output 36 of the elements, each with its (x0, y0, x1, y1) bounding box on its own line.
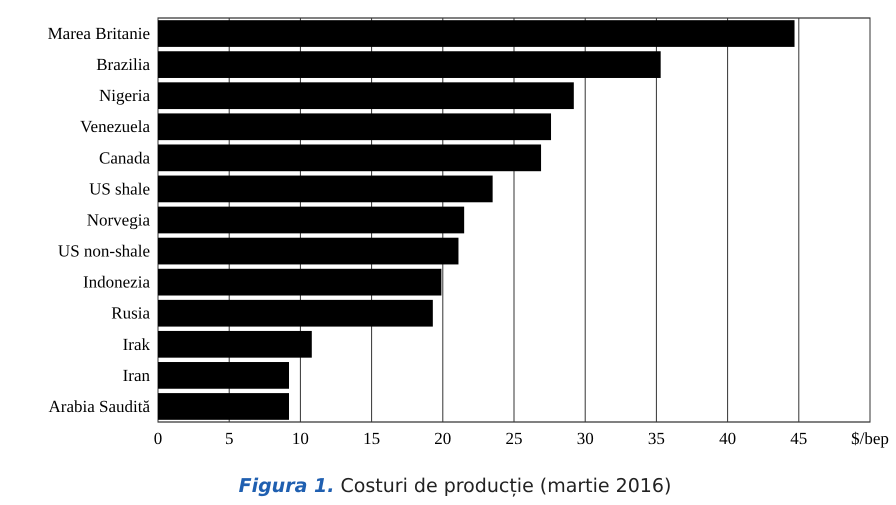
y-tick-label: Indonezia (82, 272, 150, 292)
x-tick-label: 35 (648, 429, 665, 448)
x-tick-label: 0 (154, 429, 162, 448)
bar (158, 238, 458, 264)
y-tick-label: Irak (122, 334, 150, 354)
bar (158, 144, 542, 172)
y-tick-label: Iran (122, 366, 150, 385)
y-tick-label: Rusia (111, 304, 150, 323)
y-tick-label: US shale (89, 179, 150, 198)
x-tick-label: 15 (363, 429, 380, 448)
y-tick-label: US non-shale (58, 242, 150, 261)
y-tick-label: Brazilia (96, 55, 150, 74)
bar (158, 206, 464, 234)
x-tick-label: 25 (506, 429, 522, 448)
bar (158, 113, 552, 140)
bar (158, 268, 442, 296)
bar (158, 82, 574, 110)
bar (158, 176, 493, 202)
y-tick-label: Norvegia (86, 210, 150, 230)
y-tick-label: Nigeria (99, 86, 150, 106)
text: Figura 1. Costuri de producție (martie 2016) (238, 475, 672, 497)
y-tick-label: Marea Britanie (48, 24, 150, 43)
x-tick-label: 20 (434, 429, 452, 448)
x-tick-label: 40 (719, 429, 736, 448)
x-tick-label: 45 (790, 429, 808, 448)
y-tick-label: Venezuela (80, 117, 150, 136)
bar (158, 362, 290, 389)
bar (158, 330, 312, 358)
x-tick-label: 10 (292, 429, 309, 448)
x-tick-label: 5 (224, 429, 234, 448)
y-tick-label: Arabia Saudită (48, 396, 150, 416)
x-tick-label: 30 (576, 429, 594, 448)
y-tick-label: Canada (99, 148, 150, 168)
bar (158, 300, 433, 327)
bar (158, 51, 661, 78)
x-tick-label: $/bep (851, 429, 889, 448)
